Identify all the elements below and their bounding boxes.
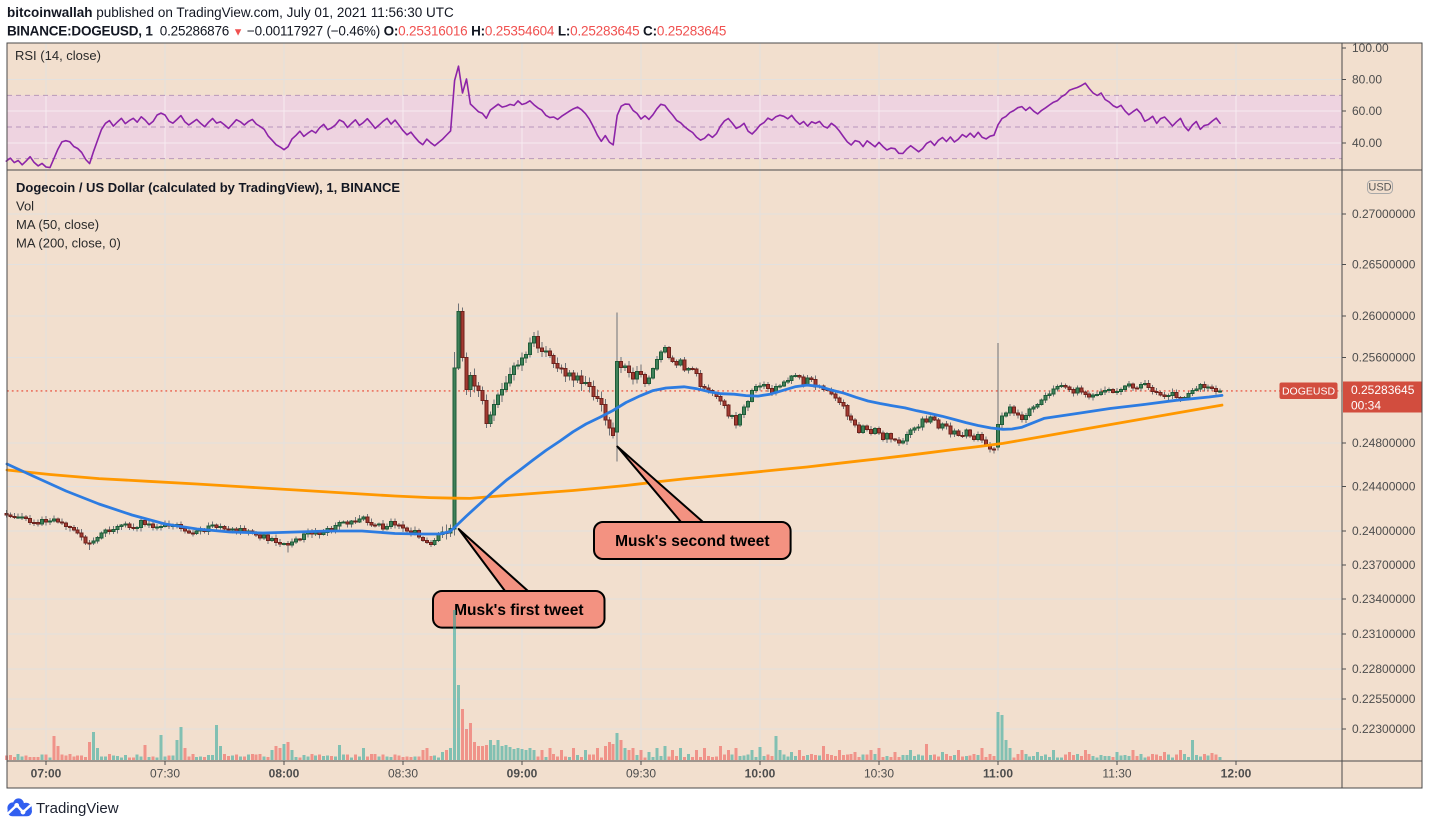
svg-text:USD: USD	[1368, 182, 1391, 194]
svg-text:07:30: 07:30	[150, 767, 180, 781]
svg-text:0.26500000: 0.26500000	[1352, 258, 1416, 272]
svg-text:40.00: 40.00	[1352, 136, 1382, 150]
svg-text:0.22800000: 0.22800000	[1352, 662, 1416, 676]
svg-text:60.00: 60.00	[1352, 104, 1382, 118]
svg-text:10:30: 10:30	[864, 767, 894, 781]
svg-text:08:00: 08:00	[269, 767, 300, 781]
svg-text:0.25600000: 0.25600000	[1352, 351, 1416, 365]
svg-text:Vol: Vol	[16, 199, 34, 214]
svg-text:10:00: 10:00	[745, 767, 776, 781]
svg-text:TradingView: TradingView	[36, 800, 119, 817]
svg-text:09:00: 09:00	[507, 767, 538, 781]
svg-text:0.24000000: 0.24000000	[1352, 524, 1416, 538]
svg-text:0.25283645: 0.25283645	[1351, 383, 1415, 397]
svg-text:0.27000000: 0.27000000	[1352, 207, 1416, 221]
svg-text:MA (200, close, 0): MA (200, close, 0)	[16, 236, 121, 251]
svg-text:DOGEUSD: DOGEUSD	[1282, 386, 1336, 398]
svg-text:09:30: 09:30	[626, 767, 656, 781]
svg-text:0.24400000: 0.24400000	[1352, 480, 1416, 494]
svg-text:0.23400000: 0.23400000	[1352, 592, 1416, 606]
svg-text:0.26000000: 0.26000000	[1352, 309, 1416, 323]
svg-text:0.23100000: 0.23100000	[1352, 627, 1416, 641]
svg-text:bitcoinwallah published on Tra: bitcoinwallah published on TradingView.c…	[7, 5, 454, 20]
svg-text:Musk's first tweet: Musk's first tweet	[454, 602, 583, 619]
svg-text:00:34: 00:34	[1351, 399, 1381, 413]
svg-text:11:00: 11:00	[983, 767, 1013, 781]
svg-text:Dogecoin / US Dollar (calculat: Dogecoin / US Dollar (calculated by Trad…	[16, 180, 400, 195]
svg-text:0.22300000: 0.22300000	[1352, 722, 1416, 736]
svg-text:BINANCE:DOGEUSD, 1 0.25286876: BINANCE:DOGEUSD, 1 0.25286876 ▼ −0.00117…	[7, 24, 726, 39]
svg-text:RSI (14, close): RSI (14, close)	[15, 48, 101, 63]
svg-text:11:30: 11:30	[1102, 767, 1131, 781]
svg-text:MA (50, close): MA (50, close)	[16, 217, 99, 232]
svg-text:08:30: 08:30	[388, 767, 418, 781]
svg-text:0.22550000: 0.22550000	[1352, 692, 1416, 706]
svg-text:80.00: 80.00	[1352, 73, 1382, 87]
svg-text:0.23700000: 0.23700000	[1352, 558, 1416, 572]
svg-text:100.00: 100.00	[1352, 41, 1389, 55]
svg-text:0.24800000: 0.24800000	[1352, 436, 1416, 450]
svg-text:Musk's second tweet: Musk's second tweet	[615, 533, 769, 550]
svg-text:12:00: 12:00	[1221, 767, 1252, 781]
svg-text:07:00: 07:00	[31, 767, 62, 781]
